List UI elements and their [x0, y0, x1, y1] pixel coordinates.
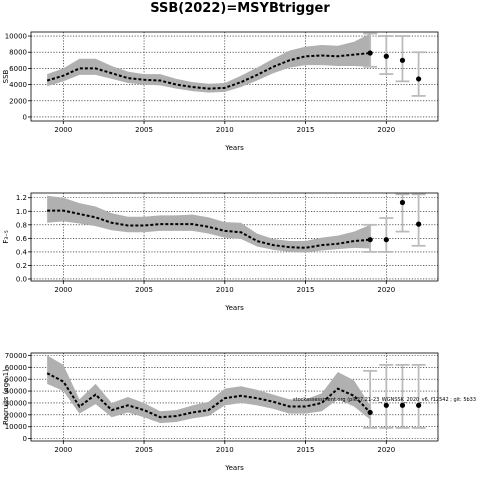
recruits-forecast-point [416, 402, 422, 408]
ssb-ytick-label: 8000 [9, 49, 27, 57]
f-ylabel: F₃₋₅ [2, 230, 10, 244]
recruits-ytick-label: 50000 [5, 376, 27, 384]
recruits-forecast-point [367, 409, 373, 416]
recruits-axes-frame [30, 352, 439, 442]
f-xlabel: Years [224, 304, 244, 312]
ssb-xtick-label: 2005 [135, 126, 153, 134]
ssb-xtick-label: 2020 [377, 126, 395, 134]
f-ytick-label: 0.2 [16, 262, 27, 270]
f-ytick-label: 0.0 [16, 275, 27, 283]
f-xtick-label: 2010 [216, 286, 234, 294]
recruits-ytick-label: 70000 [5, 352, 27, 360]
f-confidence-band [47, 195, 371, 253]
ssb-ytick-label: 4000 [9, 81, 27, 89]
ssb-ytick-label: 0 [23, 113, 27, 121]
f-ytick-label: 1.0 [16, 208, 27, 216]
ssb-ytick-label: 2000 [9, 97, 27, 105]
ssb-xlabel: Years [224, 144, 244, 152]
f-forecast-point [383, 237, 389, 243]
recruits-xlabel: Years [224, 464, 244, 472]
f-axes-frame [30, 192, 439, 282]
ssb-xtick-label: 2000 [54, 126, 72, 134]
fishing-mortality-panel: 2000 2005 2010 2015 2020 0.0 0.2 0.4 0.6 0.8 1.0 1.… [2, 192, 439, 312]
ssb-estimate-line [46, 52, 371, 90]
recruits-ytick-label: 40000 [5, 388, 27, 396]
f-xtick-label: 2005 [135, 286, 153, 294]
ssb-forecast-point [399, 57, 406, 63]
recruits-xtick-label: 2015 [297, 446, 315, 454]
ssb-ytick-label: 10000 [5, 33, 27, 41]
ssb-xtick-label: 2015 [297, 126, 315, 134]
f-xtick-label: 2015 [297, 286, 315, 294]
ssb-ytick-label: 6000 [9, 65, 27, 73]
f-xtick-label: 2000 [54, 286, 72, 294]
ssb-axes-frame [30, 31, 439, 122]
ssb-forecast-point [416, 76, 422, 82]
recruits-estimate-line [46, 372, 371, 419]
figure-title: SSB(2022)=MSYBtrigger [150, 1, 330, 16]
ssb-xtick-label: 2010 [216, 126, 234, 134]
assessment-annotation: stockassessment.org (ple27.21-23_WGNSSK_… [293, 397, 476, 403]
recruits-panel: 2000 2005 2010 2015 2020 0 10000 20000 30000 4000… [2, 352, 439, 472]
f-ytick-label: 0.8 [16, 221, 27, 229]
recruits-ytick-label: 0 [23, 435, 27, 443]
f-forecast-point [416, 221, 422, 227]
ssb-forecast-point [367, 50, 373, 56]
f-ytick-label: 1.2 [16, 194, 27, 202]
f-forecast-point [367, 237, 373, 243]
recruits-xtick-label: 2010 [216, 446, 234, 454]
f-ytick-label: 0.6 [16, 235, 28, 243]
recruits-forecast-point [383, 402, 389, 408]
recruits-ylabel: Recruits (age 1) [2, 369, 10, 425]
ssb-confidence-band [47, 33, 371, 93]
recruits-ytick-label: 30000 [5, 399, 27, 407]
f-xtick-label: 2020 [377, 286, 395, 294]
recruits-ytick-label: 10000 [5, 423, 27, 431]
recruits-confidence-band [47, 355, 371, 424]
ssb-forecast-point [383, 53, 389, 59]
recruits-forecast-point [399, 402, 406, 408]
ssb-ylabel: SSB [2, 69, 10, 83]
ssb-panel: 2000 2005 2010 2015 2020 0 2000 4000 6000 8000 100… [2, 31, 439, 152]
recruits-xtick-label: 2020 [377, 446, 395, 454]
recruits-ytick-label: 60000 [5, 364, 27, 372]
recruits-xtick-label: 2005 [135, 446, 153, 454]
f-forecast-point [399, 199, 406, 206]
recruits-ytick-label: 20000 [5, 411, 27, 419]
recruits-xtick-label: 2000 [54, 446, 72, 454]
f-ytick-label: 0.4 [16, 248, 28, 256]
